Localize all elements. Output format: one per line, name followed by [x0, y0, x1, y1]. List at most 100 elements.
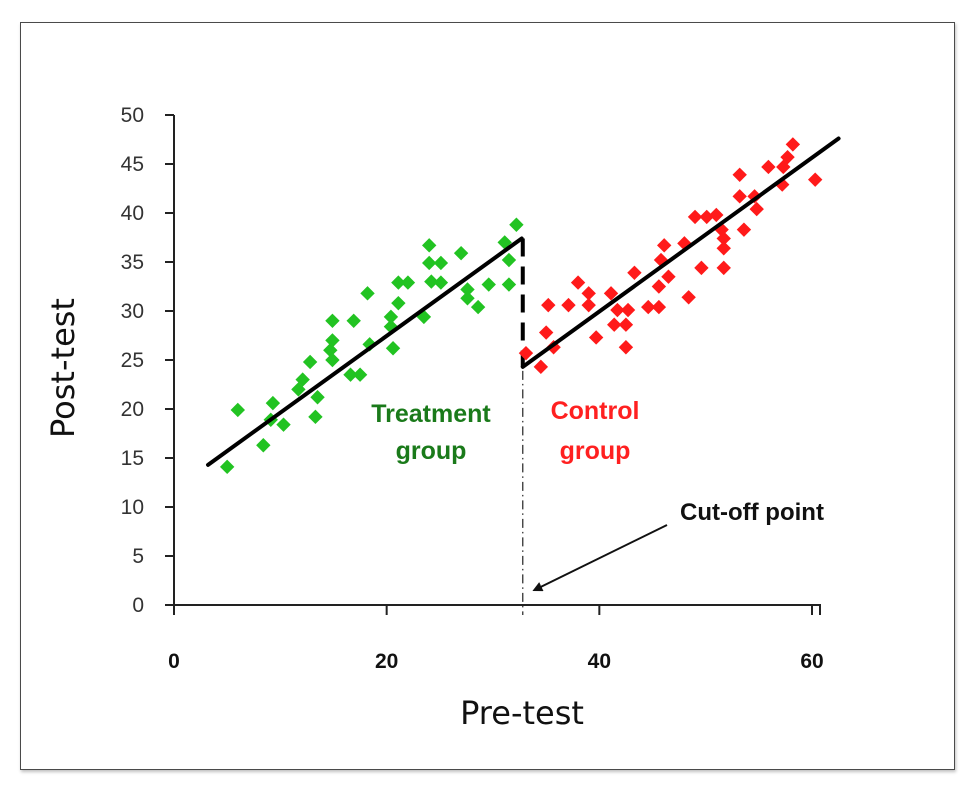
control-point — [627, 265, 642, 280]
control-point — [541, 297, 556, 313]
treatment-point — [343, 367, 358, 382]
treatment-point — [346, 313, 361, 328]
control-point — [776, 159, 791, 175]
control-point — [694, 260, 709, 276]
control-point — [610, 302, 625, 318]
y-tick-label: 25 — [121, 349, 144, 372]
treatment-point — [391, 295, 406, 311]
control-points — [518, 137, 823, 375]
treatment-group-label-line2: group — [396, 437, 467, 465]
y-tick-label: 0 — [132, 594, 144, 617]
x-tick-label: 60 — [800, 650, 823, 673]
axes: 0 5 10 15 20 25 30 35 40 45 50 0 20 40 60 — [121, 104, 824, 673]
fit-lines — [206, 136, 841, 467]
y-tick-label: 30 — [121, 300, 144, 323]
treatment-point — [453, 245, 469, 261]
control-point — [653, 252, 669, 268]
control-point — [588, 330, 604, 345]
treatment-point — [501, 277, 517, 292]
control-point — [518, 345, 534, 361]
control-point — [651, 299, 667, 315]
x-tick-label: 20 — [375, 650, 398, 673]
control-point — [761, 159, 776, 175]
treatment-point — [308, 409, 323, 425]
control-point — [687, 209, 703, 225]
treatment-point — [433, 255, 449, 271]
chart-frame — [20, 22, 955, 770]
labels: Pre-test Post-test Treatment group Contr… — [44, 298, 824, 732]
control-point — [561, 297, 576, 313]
treatment-points — [219, 217, 524, 475]
treatment-point — [424, 274, 439, 289]
control-point — [780, 149, 795, 165]
treatment-point — [310, 390, 325, 405]
control-point — [570, 275, 586, 290]
control-point — [716, 231, 731, 246]
treatment-point — [325, 352, 340, 368]
treatment-point — [219, 459, 235, 475]
treatment-point — [276, 417, 291, 432]
control-point — [699, 209, 714, 225]
control-point — [785, 137, 801, 152]
y-tick-label: 15 — [121, 447, 144, 470]
control-fit-line — [520, 136, 841, 369]
treatment-point — [256, 438, 271, 453]
control-point — [732, 167, 747, 182]
treatment-group-label-line1: Treatment — [371, 400, 491, 428]
treatment-fit-line — [206, 236, 524, 467]
x-axis-title: Pre-test — [460, 694, 584, 732]
treatment-point — [460, 282, 475, 297]
control-point — [661, 269, 676, 284]
treatment-point — [352, 367, 368, 382]
control-group-label-line1: Control — [551, 397, 640, 425]
control-point — [681, 290, 696, 305]
y-tick-label: 45 — [121, 153, 144, 176]
control-point — [581, 297, 596, 313]
y-tick-label: 40 — [121, 202, 144, 225]
treatment-point — [433, 275, 449, 290]
treatment-point — [422, 238, 437, 253]
treatment-point — [265, 395, 281, 411]
control-point — [656, 238, 672, 253]
treatment-point — [383, 309, 399, 325]
control-point — [538, 325, 554, 340]
treatment-point — [323, 343, 338, 358]
treatment-point — [509, 217, 524, 232]
control-group-label-line2: group — [560, 437, 631, 465]
y-axis-title: Post-test — [44, 298, 82, 438]
y-tick-label: 10 — [121, 496, 144, 519]
treatment-point — [400, 275, 416, 290]
y-tick-label: 20 — [121, 398, 144, 421]
treatment-point — [481, 277, 496, 292]
cutoff-annotation-text: Cut-off point — [680, 499, 824, 526]
treatment-point — [460, 291, 475, 306]
y-tick-label: 50 — [121, 104, 144, 127]
treatment-point — [325, 313, 340, 328]
y-tick-label: 35 — [121, 251, 144, 274]
control-point — [807, 172, 823, 187]
control-point — [736, 222, 752, 237]
y-tick-label: 5 — [132, 545, 144, 568]
control-point — [709, 207, 724, 223]
treatment-point — [501, 252, 517, 268]
control-point — [732, 189, 747, 204]
control-point — [620, 302, 636, 318]
control-point — [618, 340, 634, 355]
treatment-point — [291, 382, 306, 397]
control-point — [716, 260, 731, 276]
treatment-point — [360, 286, 375, 301]
treatment-point — [470, 299, 486, 315]
control-point — [581, 286, 596, 301]
treatment-point — [302, 354, 318, 370]
treatment-point — [422, 255, 437, 271]
control-point — [533, 359, 549, 375]
control-point — [747, 189, 762, 204]
control-point — [618, 317, 634, 332]
cutoff-annotation-arrow — [532, 524, 668, 592]
control-point — [641, 299, 656, 315]
treatment-point — [391, 275, 406, 290]
control-point — [603, 286, 619, 301]
control-point — [651, 279, 667, 294]
treatment-point — [325, 333, 340, 348]
